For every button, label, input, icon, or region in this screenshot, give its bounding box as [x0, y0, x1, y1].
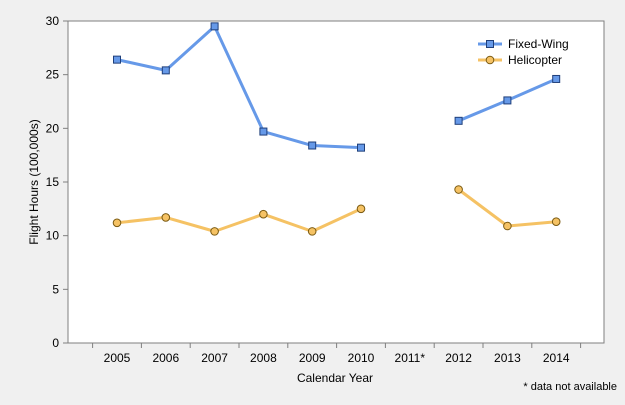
data-point [357, 143, 365, 152]
data-point [161, 213, 171, 222]
x-tick-label: 2012 [445, 351, 472, 365]
data-point [210, 227, 219, 236]
series-fixed-wing [113, 22, 561, 152]
series-helicopter [112, 185, 561, 236]
footnote: * data not available [523, 381, 617, 393]
data-point [112, 218, 122, 228]
data-point [503, 221, 512, 231]
x-tick-label: 2005 [104, 351, 131, 365]
legend-item: Helicopter [478, 53, 562, 67]
legend: Fixed-Wing Helicopter [478, 37, 569, 67]
y-tick-label: 10 [46, 229, 60, 243]
legend-label: Helicopter [508, 53, 562, 67]
data-point [161, 66, 170, 75]
data-point [503, 96, 512, 105]
y-tick-label: 25 [46, 68, 60, 82]
data-point [552, 74, 561, 83]
x-tick-label: 2008 [250, 351, 277, 365]
data-point [307, 227, 317, 236]
x-tick-label: 2011* [395, 351, 426, 365]
y-tick-label: 20 [46, 121, 60, 135]
series-line [115, 207, 363, 233]
y-tick-label: 5 [52, 282, 59, 296]
legend-marker [486, 40, 494, 48]
data-point [259, 127, 268, 136]
data-point [454, 185, 463, 194]
plot-area [67, 20, 605, 344]
y-axis-title: Flight Hours (100,000s) [27, 119, 41, 244]
data-point [356, 204, 366, 214]
series-line [115, 24, 363, 150]
y-axis: 0 5 10 15 20 25 30 [46, 14, 68, 350]
data-point [113, 55, 121, 64]
y-tick-label: 30 [46, 14, 60, 28]
data-point [259, 209, 268, 219]
x-tick-label: 2007 [201, 351, 228, 365]
data-point [210, 22, 219, 31]
y-tick-label: 15 [46, 175, 60, 189]
data-point [454, 116, 463, 125]
x-tick-label: 2014 [543, 351, 570, 365]
x-axis: 2005 2006 2007 2008 2009 2010 2011* 2012 2013 201… [92, 343, 582, 365]
legend-marker [485, 55, 495, 65]
legend-item: Fixed-Wing [478, 37, 569, 51]
series-layer [112, 22, 561, 236]
x-axis-title: Calendar Year [297, 371, 373, 385]
x-tick-label: 2013 [494, 351, 521, 365]
y-tick-label: 0 [52, 336, 59, 350]
x-tick-label: 2010 [348, 351, 375, 365]
x-tick-label: 2006 [152, 351, 179, 365]
x-tick-label: 2009 [299, 351, 326, 365]
legend-label: Fixed-Wing [508, 37, 569, 51]
data-point [551, 217, 561, 227]
data-point [308, 141, 317, 150]
